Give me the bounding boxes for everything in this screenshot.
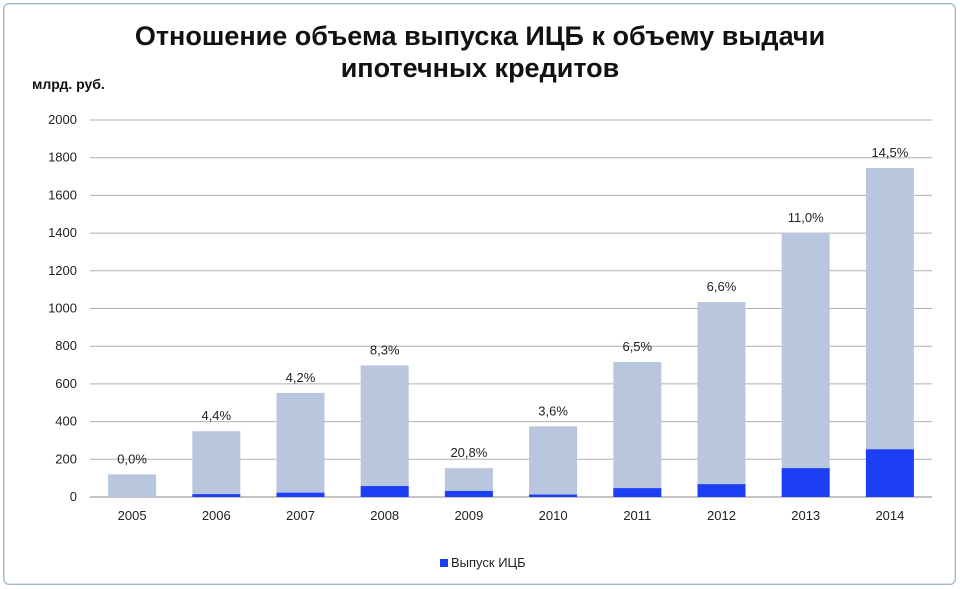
bar-mortgage-volume	[697, 302, 746, 497]
bar-mortgage-volume	[360, 365, 409, 497]
data-label: 20,8%	[450, 445, 487, 460]
data-label: 3,6%	[538, 403, 568, 418]
y-tick-label: 1600	[48, 187, 77, 202]
y-tick-label: 800	[55, 338, 77, 353]
bar-issuance	[781, 468, 830, 497]
y-tick-label: 400	[55, 414, 77, 429]
bar-mortgage-volume	[108, 474, 157, 497]
y-tick-label: 1000	[48, 301, 77, 316]
data-label: 14,5%	[871, 145, 908, 160]
data-label: 8,3%	[370, 342, 400, 357]
data-label: 6,5%	[622, 339, 652, 354]
x-tick-label: 2012	[707, 508, 736, 523]
y-tick-label: 1400	[48, 225, 77, 240]
x-tick-label: 2010	[539, 508, 568, 523]
y-tick-label: 200	[55, 451, 77, 466]
legend: Выпуск ИЦБ	[440, 555, 526, 570]
x-tick-label: 2007	[286, 508, 315, 523]
bar-mortgage-volume	[781, 233, 830, 497]
data-label: 0,0%	[117, 451, 147, 466]
y-tick-label: 1200	[48, 263, 77, 278]
x-tick-label: 2008	[370, 508, 399, 523]
bar-mortgage-volume	[529, 426, 578, 497]
y-tick-label: 2000	[48, 112, 77, 127]
x-tick-label: 2009	[454, 508, 483, 523]
bar-mortgage-volume	[613, 362, 662, 497]
chart-title-line-1: Отношение объема выпуска ИЦБ к объему вы…	[134, 21, 826, 51]
data-label: 6,6%	[707, 279, 737, 294]
y-tick-label: 600	[55, 376, 77, 391]
data-label: 11,0%	[788, 210, 824, 225]
x-tick-label: 2006	[202, 508, 231, 523]
bar-mortgage-volume	[192, 431, 241, 497]
bar-issuance	[444, 490, 493, 497]
y-axis-unit-label: млрд. руб.	[32, 76, 105, 92]
legend-label-issuance: Выпуск ИЦБ	[451, 555, 526, 570]
data-label: 4,2%	[286, 370, 316, 385]
chart-title-line-2: ипотечных кредитов	[340, 53, 620, 83]
x-tick-label: 2005	[118, 508, 147, 523]
bar-issuance	[360, 486, 409, 497]
chart-title: Отношение объема выпуска ИЦБ к объему вы…	[0, 20, 960, 84]
bar-issuance	[529, 494, 578, 497]
bar-issuance	[192, 494, 241, 497]
x-tick-label: 2013	[791, 508, 820, 523]
y-tick-label: 0	[70, 489, 77, 504]
bar-mortgage-volume	[276, 392, 325, 497]
data-label: 4,4%	[201, 408, 231, 423]
bar-issuance	[697, 484, 746, 497]
bar-issuance	[276, 492, 325, 497]
bar-issuance	[865, 449, 914, 497]
bar-mortgage-volume	[865, 168, 914, 497]
x-tick-label: 2011	[623, 508, 651, 523]
legend-swatch-issuance	[440, 558, 448, 567]
y-tick-label: 1800	[48, 150, 77, 165]
x-tick-label: 2014	[875, 508, 904, 523]
bar-issuance	[613, 488, 662, 497]
